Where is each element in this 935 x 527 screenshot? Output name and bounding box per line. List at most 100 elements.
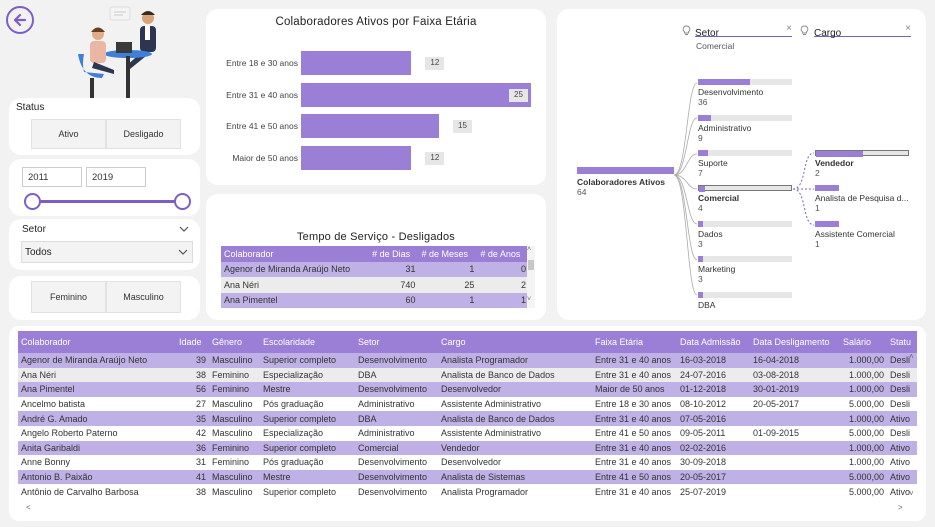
column-header[interactable]: Cargo xyxy=(438,331,592,353)
tree-node-suporte[interactable]: Suporte 7 xyxy=(698,150,792,178)
column-header[interactable]: # de Dias xyxy=(369,246,419,262)
cell: Masculino xyxy=(209,484,260,499)
cell: 24-07-2016 xyxy=(677,367,750,383)
scroll-down-icon[interactable]: ˅ xyxy=(909,489,914,498)
cell: Anne Bonny xyxy=(18,455,176,470)
cell: André G. Amado xyxy=(18,411,176,426)
cell: 25-07-2019 xyxy=(677,484,750,499)
cell: 38 xyxy=(176,484,209,499)
cell: Desli xyxy=(887,425,917,441)
table-row[interactable]: Agenor de Miranda Araújo Neto 39 Masculino… xyxy=(18,353,917,368)
column-header[interactable]: Setor xyxy=(355,331,438,353)
gender-feminino-button[interactable]: Feminino xyxy=(31,281,106,313)
tree-filter-setor[interactable]: Setor × xyxy=(695,23,792,39)
column-header[interactable]: Gênero xyxy=(209,331,260,353)
tree-node-name: DBA xyxy=(698,300,716,310)
status-desligado-button[interactable]: Desligado xyxy=(106,119,181,149)
gender-masculino-button[interactable]: Masculino xyxy=(106,281,181,313)
scroll-left-icon[interactable]: ˂ xyxy=(26,503,31,512)
year-slider-track[interactable] xyxy=(32,200,182,203)
scroll-up-icon[interactable]: ˄ xyxy=(909,352,914,361)
cell: Especialização xyxy=(260,425,355,441)
bar-row[interactable]: Entre 41 e 50 anos 15 xyxy=(206,114,536,138)
back-button[interactable] xyxy=(6,6,34,34)
table-row[interactable]: Ana Pimentel 60 1 1 xyxy=(221,292,529,308)
service-table-scrollbar[interactable]: ˄ ˅ xyxy=(527,246,535,308)
close-icon[interactable]: × xyxy=(905,23,911,34)
cell: 1.000,00 xyxy=(840,367,887,383)
tree-node-cargo[interactable]: Vendedor 2 xyxy=(815,150,909,178)
bar[interactable] xyxy=(301,82,531,107)
cell: Entre 31 e 40 anos xyxy=(592,440,677,456)
tree-node-comercial[interactable]: Comercial 4 xyxy=(698,185,792,213)
employees-table-scrollbar[interactable]: ˄ ˅ xyxy=(908,352,917,503)
year-slider-handle-end[interactable] xyxy=(174,193,191,210)
year-slider-handle-start[interactable] xyxy=(24,193,41,210)
bar[interactable] xyxy=(301,51,412,75)
employees-table-hscroll[interactable]: ˂ ˃ xyxy=(18,503,917,514)
scroll-right-icon[interactable]: ˃ xyxy=(898,503,903,512)
table-row[interactable]: Ana Néri 740 25 2 xyxy=(221,277,529,293)
column-header[interactable]: Idade xyxy=(176,331,209,353)
table-row[interactable]: Ancelmo batista 27 Masculino Pós graduação A… xyxy=(18,396,917,412)
cell: Analista Programador xyxy=(438,484,592,499)
age-chart-card: Colaboradores Ativos por Faixa Etária En… xyxy=(206,9,546,185)
chevron-down-icon[interactable] xyxy=(179,226,189,233)
column-header[interactable]: Colaborador xyxy=(221,246,370,262)
tree-node-cargo[interactable]: Analista de Pesquisa d... 1 xyxy=(815,185,909,213)
column-header[interactable]: Statu xyxy=(887,331,917,353)
cell: 07-05-2016 xyxy=(677,411,750,426)
scroll-thumb[interactable] xyxy=(528,260,534,270)
cell: Mestre xyxy=(260,382,355,397)
tree-node-cargo[interactable]: Assistente Comercial 1 xyxy=(815,221,909,249)
column-header[interactable]: # de Anos xyxy=(477,246,529,262)
bar[interactable] xyxy=(301,114,439,138)
bar-row[interactable]: Maior de 50 anos 12 xyxy=(206,145,536,170)
column-header[interactable]: # de Meses xyxy=(418,246,478,262)
table-row[interactable]: Antônio de Carvalho Barbosa 38 Masculino Su… xyxy=(18,484,917,499)
table-row[interactable]: Agenor de Miranda Araújo Neto 31 1 0 xyxy=(221,261,529,277)
table-row[interactable]: Antonio B. Paixão 41 Masculino Mestre Desenv… xyxy=(18,469,917,485)
cell: 1.000,00 xyxy=(840,411,887,426)
column-header[interactable]: Data Desligamento xyxy=(750,331,840,353)
status-ativo-button[interactable]: Ativo xyxy=(31,119,106,149)
column-header[interactable]: Faixa Etária xyxy=(592,331,677,353)
column-header[interactable]: Escolaridade xyxy=(260,331,355,353)
column-header[interactable]: Colaborador xyxy=(18,331,176,353)
close-icon[interactable]: × xyxy=(786,23,792,34)
tree-node-desenvolvimento[interactable]: Desenvolvimento 36 xyxy=(698,79,792,107)
tree-node-dados[interactable]: Dados 3 xyxy=(698,221,792,249)
column-header[interactable]: Data Admissão xyxy=(677,331,750,353)
setor-dropdown[interactable]: Todos xyxy=(21,241,193,263)
data-label: 15 xyxy=(453,120,472,133)
cell: 1 xyxy=(418,292,478,308)
tree-node-dba[interactable]: DBA xyxy=(698,292,792,310)
table-row[interactable]: Anita Garibaldi 36 Feminino Superior comple… xyxy=(18,440,917,456)
year-to-input[interactable]: 2019 xyxy=(86,167,146,187)
tree-node-administrativo[interactable]: Administrativo 9 xyxy=(698,115,792,143)
table-row[interactable]: Angelo Roberto Paterno 42 Masculino Especia… xyxy=(18,425,917,441)
tree-node-marketing[interactable]: Marketing 3 xyxy=(698,256,792,284)
cell: Administrativo xyxy=(355,396,438,412)
cell: 01-12-2018 xyxy=(677,382,750,397)
tree-filter-cargo[interactable]: Cargo × xyxy=(814,23,911,39)
year-from-input[interactable]: 2011 xyxy=(22,167,82,187)
tree-root-node[interactable]: Colaboradores Ativos 64 xyxy=(577,167,674,197)
tree-node-count: 3 xyxy=(698,274,703,284)
bar[interactable] xyxy=(301,145,412,170)
cell: Angelo Roberto Paterno xyxy=(18,425,176,441)
scroll-up-icon[interactable]: ˄ xyxy=(527,246,532,253)
bar-row[interactable]: Entre 31 e 40 anos 25 xyxy=(206,82,536,107)
table-row[interactable]: Ana Néri 38 Feminino Especialização DBA Anali… xyxy=(18,367,917,383)
cell: Entre 41 e 50 anos xyxy=(592,469,677,485)
tree-root-name: Colaboradores Ativos xyxy=(577,177,666,187)
bar-row[interactable]: Entre 18 e 30 anos 12 xyxy=(206,51,536,75)
column-header[interactable]: Salário xyxy=(840,331,887,353)
table-row[interactable]: Anne Bonny 31 Feminino Pós graduação Desenvo… xyxy=(18,455,917,470)
table-row[interactable]: Ana Pimentel 56 Feminino Mestre Desenvolvime… xyxy=(18,382,917,397)
scroll-down-icon[interactable]: ˅ xyxy=(527,296,532,303)
cell: 1.000,00 xyxy=(840,382,887,397)
cell: 20-05-2017 xyxy=(750,396,840,412)
tree-node-count: 1 xyxy=(815,239,820,249)
table-row[interactable]: André G. Amado 35 Masculino Superior comple… xyxy=(18,411,917,426)
